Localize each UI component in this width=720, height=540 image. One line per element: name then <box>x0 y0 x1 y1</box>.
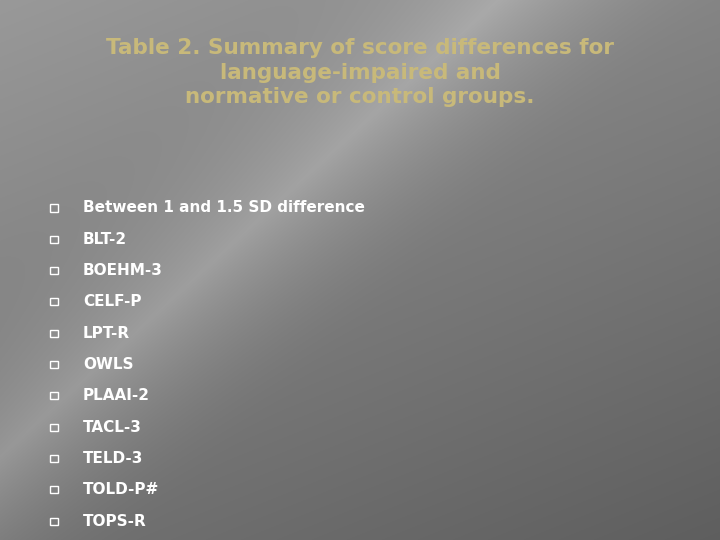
Text: TELD-3: TELD-3 <box>83 451 143 466</box>
Text: TACL-3: TACL-3 <box>83 420 142 435</box>
Text: BOEHM-3: BOEHM-3 <box>83 263 163 278</box>
Text: Between 1 and 1.5 SD difference: Between 1 and 1.5 SD difference <box>83 200 364 215</box>
Text: BLT-2: BLT-2 <box>83 232 127 247</box>
Text: PLAAI-2: PLAAI-2 <box>83 388 150 403</box>
Text: LPT-R: LPT-R <box>83 326 130 341</box>
Text: TOLD-P#: TOLD-P# <box>83 482 159 497</box>
Text: TOPS-R: TOPS-R <box>83 514 147 529</box>
Text: OWLS: OWLS <box>83 357 133 372</box>
Text: Table 2. Summary of score differences for
language-impaired and
normative or con: Table 2. Summary of score differences fo… <box>106 38 614 107</box>
Text: CELF-P: CELF-P <box>83 294 141 309</box>
